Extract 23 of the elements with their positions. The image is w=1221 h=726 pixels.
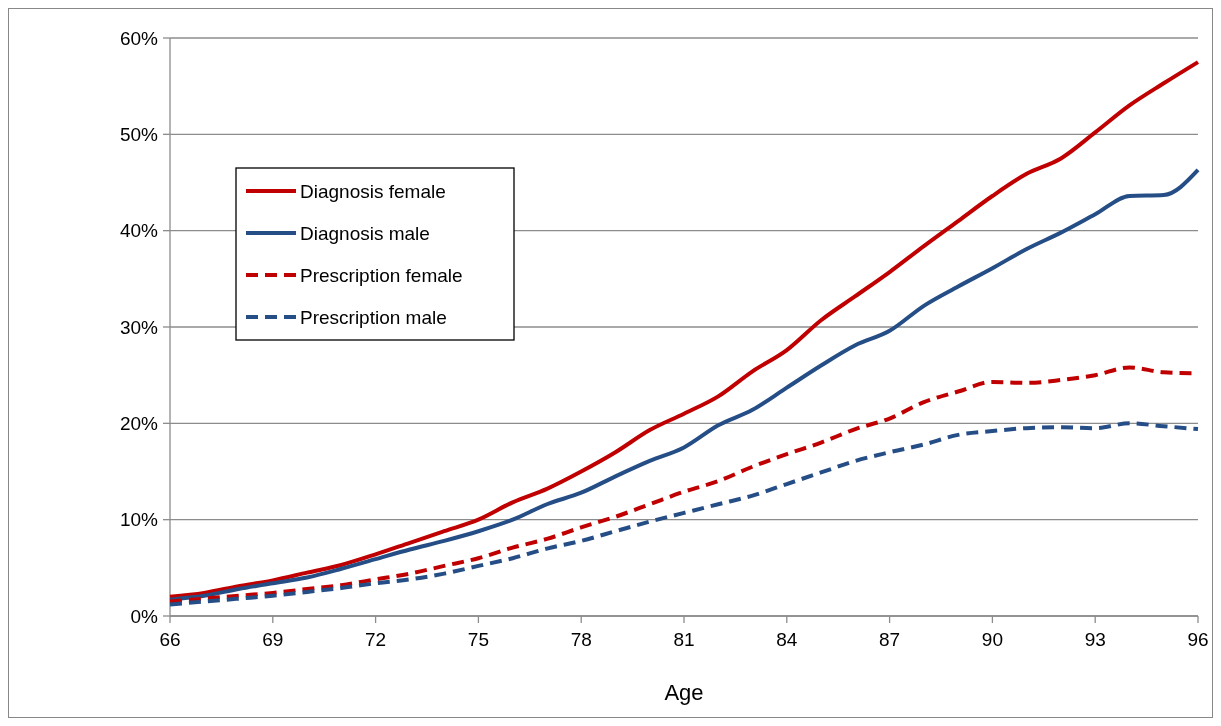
y-tick-label: 60%: [119, 27, 159, 49]
y-tick-label: 0%: [130, 605, 159, 627]
y-tick-label: 30%: [119, 316, 159, 338]
x-axis-title: Age: [664, 680, 704, 705]
x-tick-label: 75: [467, 629, 489, 650]
x-tick-label: 78: [570, 629, 592, 650]
x-tick-label: 72: [365, 629, 387, 650]
y-tick-label: 10%: [119, 509, 159, 531]
x-tick-label: 69: [262, 629, 284, 650]
legend-label: Diagnosis female: [300, 180, 446, 202]
y-tick-label: 20%: [119, 412, 159, 434]
x-tick-label: 96: [1187, 629, 1209, 650]
x-tick-label: 87: [879, 629, 901, 650]
legend-label: Prescription male: [300, 306, 447, 328]
x-tick-label: 84: [776, 629, 798, 650]
x-tick-label: 66: [159, 629, 181, 650]
x-tick-label: 90: [981, 629, 1003, 650]
x-tick-label: 93: [1084, 629, 1106, 650]
legend-label: Diagnosis male: [300, 222, 430, 244]
y-tick-label: 40%: [119, 220, 159, 242]
legend-label: Prescription female: [300, 264, 463, 286]
y-tick-label: 50%: [119, 123, 159, 145]
x-tick-label: 81: [673, 629, 695, 650]
